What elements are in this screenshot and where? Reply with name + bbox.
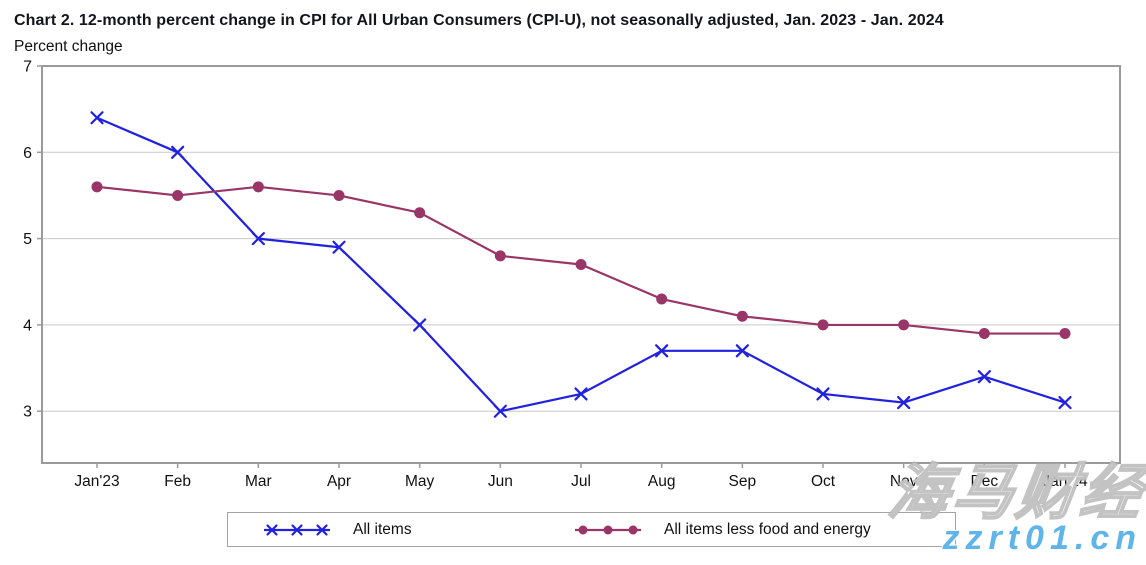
x-marker-icon: [316, 523, 328, 536]
x-tick-label-nov: Nov: [890, 473, 918, 490]
x-marker-icon: [816, 387, 830, 401]
x-marker-icon: [655, 344, 669, 358]
circle-marker-icon: [91, 181, 103, 193]
y-tick-label-3: 3: [23, 404, 32, 421]
circle-marker-icon: [817, 319, 829, 331]
x-marker-icon: [266, 523, 278, 536]
circle-marker-icon: [575, 259, 587, 270]
y-tick-label-6: 6: [23, 145, 32, 162]
legend-label-all-items: All items: [353, 520, 412, 538]
circle-marker-icon: [414, 207, 426, 219]
x-marker-icon: [413, 318, 427, 332]
x-tick-label-sep: Sep: [729, 473, 757, 490]
circle-marker-icon: [628, 525, 638, 534]
x-marker-icon: [897, 395, 911, 410]
legend-marker-all-items-icon: [264, 523, 330, 536]
circle-marker-icon: [656, 293, 668, 305]
circle-marker-icon: [898, 319, 910, 331]
circle-marker-icon: [333, 189, 345, 201]
circle-marker-icon: [578, 525, 588, 534]
circle-marker-icon: [1059, 328, 1071, 340]
y-tick-label-5: 5: [23, 231, 32, 248]
x-marker-icon: [977, 370, 991, 384]
y-tick-label-4: 4: [23, 317, 32, 334]
x-tick-label-mar: Mar: [245, 473, 272, 490]
x-marker-icon: [171, 145, 185, 159]
x-tick-label-aug: Aug: [648, 473, 676, 490]
circle-marker-icon: [252, 181, 264, 193]
x-tick-label-may: May: [405, 473, 435, 490]
chart-title: Chart 2. 12-month percent change in CPI …: [14, 12, 944, 29]
series-all-items: [90, 111, 1072, 418]
legend-label-core: All items less food and energy: [664, 520, 871, 538]
series-all-items-less-food-and-energy: [91, 181, 1071, 340]
x-marker-icon: [332, 240, 346, 254]
chart-legend: All items All items less food and energy: [227, 512, 956, 547]
legend-marker-core-icon: [575, 525, 641, 534]
x-tick-label-apr: Apr: [327, 473, 351, 490]
x-marker-icon: [251, 232, 265, 246]
y-axis-unit-label: Percent change: [14, 38, 123, 55]
legend-item-core: All items less food and energy: [574, 513, 871, 546]
x-tick-label-dec: Dec: [971, 473, 999, 490]
x-marker-icon: [735, 344, 749, 358]
circle-marker-icon: [978, 328, 990, 340]
y-tick-label-7: 7: [23, 59, 32, 76]
circle-marker-icon: [603, 525, 613, 534]
x-tick-label-jul: Jul: [571, 473, 591, 490]
circle-marker-icon: [736, 310, 748, 322]
circle-marker-icon: [172, 189, 184, 201]
circle-marker-icon: [494, 250, 506, 262]
x-marker-icon: [90, 111, 104, 125]
x-tick-label-oct: Oct: [811, 473, 836, 490]
x-marker-icon: [574, 387, 588, 401]
x-tick-label-jan-23: Jan'23: [74, 473, 119, 490]
x-marker-icon: [291, 523, 303, 536]
x-marker-icon: [1058, 395, 1072, 410]
legend-item-all-items: All items: [263, 513, 412, 546]
x-tick-label-jun: Jun: [488, 473, 513, 490]
x-tick-label-feb: Feb: [164, 473, 191, 490]
x-tick-label-jan-24: Jan'24: [1042, 473, 1088, 490]
x-marker-icon: [493, 404, 507, 418]
